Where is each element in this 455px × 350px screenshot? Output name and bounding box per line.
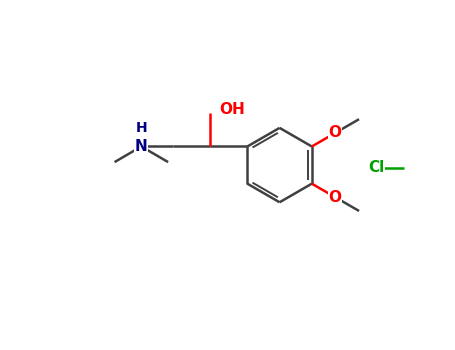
Text: OH: OH	[219, 102, 245, 117]
Text: H: H	[136, 121, 147, 135]
Text: O: O	[329, 190, 342, 205]
Text: O: O	[329, 125, 342, 140]
Text: N: N	[135, 139, 148, 154]
Text: Cl: Cl	[368, 160, 384, 175]
